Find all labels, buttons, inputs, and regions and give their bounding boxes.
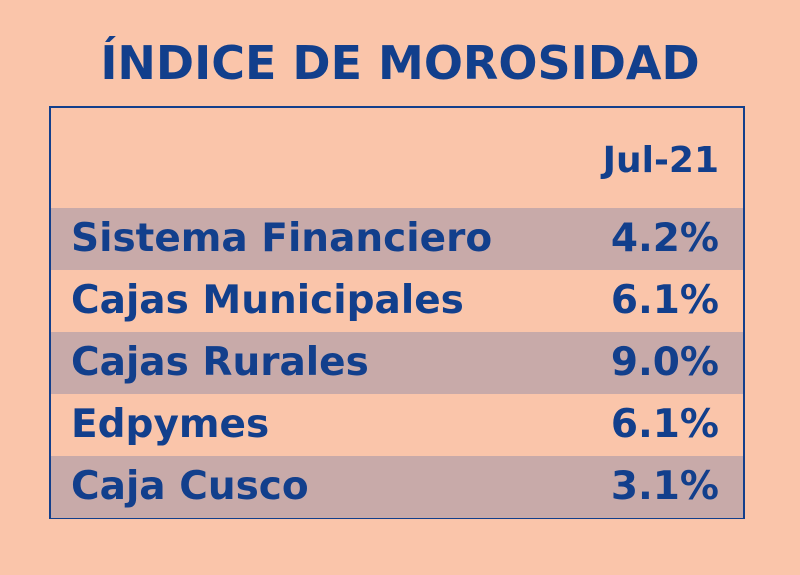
- data-table: Jul-21 Sistema Financiero 4.2% Cajas Mun…: [49, 106, 745, 519]
- page-title: ÍNDICE DE MOROSIDAD: [100, 36, 700, 90]
- row-label: Edpymes: [71, 402, 270, 447]
- column-header: Jul-21: [602, 140, 719, 181]
- row-value: 6.1%: [610, 402, 719, 447]
- table-row: Caja Cusco 3.1%: [51, 456, 743, 518]
- table-row: Sistema Financiero 4.2%: [51, 208, 743, 270]
- table-row: Cajas Rurales 9.0%: [51, 332, 743, 394]
- row-label: Caja Cusco: [71, 464, 309, 509]
- table-row: Edpymes 6.1%: [51, 394, 743, 456]
- table-rows: Sistema Financiero 4.2% Cajas Municipale…: [51, 208, 743, 518]
- row-value: 9.0%: [610, 340, 719, 385]
- row-label: Cajas Municipales: [71, 278, 464, 323]
- table-row: Cajas Municipales 6.1%: [51, 270, 743, 332]
- row-value: 4.2%: [610, 216, 719, 261]
- row-value: 3.1%: [610, 464, 719, 509]
- row-label: Cajas Rurales: [71, 340, 369, 385]
- row-label: Sistema Financiero: [71, 216, 493, 261]
- row-value: 6.1%: [610, 278, 719, 323]
